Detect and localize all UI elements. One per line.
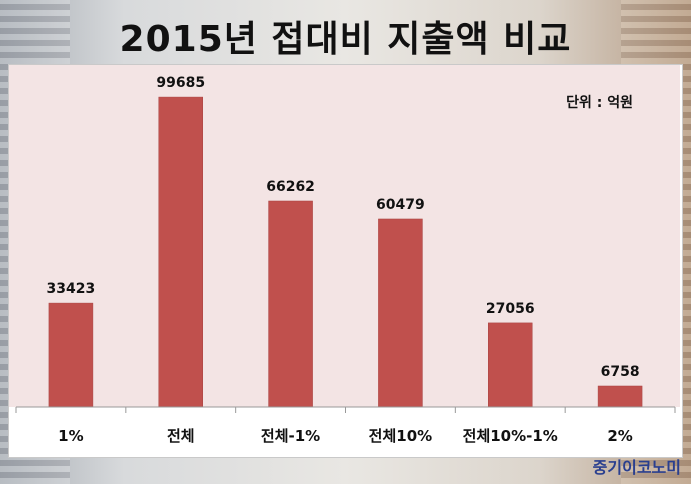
data-label: 6758: [601, 364, 640, 380]
category-label: 전체: [167, 427, 195, 445]
bar: [488, 322, 533, 408]
category-label: 전체10%-1%: [463, 427, 558, 445]
data-label: 27056: [486, 301, 535, 317]
bar: [597, 385, 643, 408]
chart-title: 2015년 접대비 지출액 비교: [119, 19, 572, 60]
bar: [158, 96, 203, 408]
category-label: 1%: [58, 427, 83, 445]
data-label: 66262: [266, 179, 315, 195]
bar: [48, 302, 94, 408]
data-label: 60479: [376, 197, 425, 213]
data-label: 99685: [156, 75, 205, 91]
category-label: 전체-1%: [261, 427, 320, 445]
bar: [378, 218, 423, 408]
plot-area: [9, 65, 680, 407]
data-label: 33423: [47, 281, 96, 297]
bar: [268, 200, 313, 408]
brand-logo-text: 중기이코노미: [592, 458, 681, 477]
unit-label: 단위 : 억원: [566, 95, 633, 111]
category-label: 2%: [607, 427, 632, 445]
category-label: 전체10%: [369, 427, 433, 445]
